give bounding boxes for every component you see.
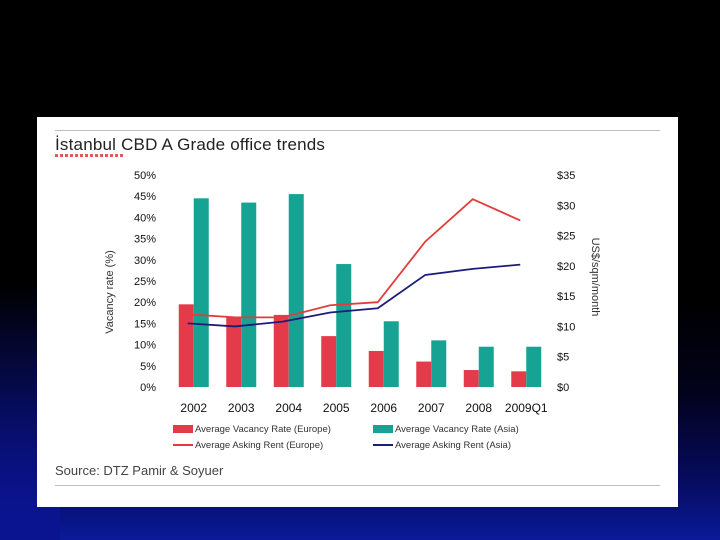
bar-asia: [241, 202, 257, 387]
left-axis-ticks: 0% 5% 10% 15% 20% 25% 30% 35% 40% 45% 50%: [134, 170, 156, 394]
chart-svg: 0%5%10%15%20%25%30%35%40%45%50% $0$5$10$…: [104, 170, 601, 451]
x-axis-ticks: 2002 2003 2004 2005 2006 2007 2008 2009Q1: [180, 401, 548, 415]
x-tick-label: 2007: [418, 401, 445, 415]
bar-europe: [273, 314, 289, 387]
left-tick-label: 25%: [134, 276, 156, 288]
left-tick-label: 50%: [134, 170, 156, 182]
right-tick-label: $15: [557, 291, 575, 303]
bar-asia: [336, 264, 352, 387]
bar-europe: [463, 370, 479, 387]
bar-asia: [288, 194, 304, 387]
bar-europe: [416, 361, 432, 387]
bar-europe: [226, 317, 242, 387]
right-tick-label: $35: [557, 170, 575, 182]
right-tick-label: $20: [557, 261, 575, 273]
legend-label: Average Vacancy Rate (Asia): [395, 424, 519, 435]
bar-asia: [478, 346, 494, 387]
bar-europe: [511, 371, 527, 387]
x-tick-label: 2006: [370, 401, 397, 415]
right-tick-label: $30: [557, 200, 575, 212]
legend-label: Average Asking Rent (Europe): [195, 440, 323, 451]
x-tick-label: 2003: [228, 401, 255, 415]
legend-label: Average Asking Rent (Asia): [395, 440, 511, 451]
spellcheck-underline: [55, 154, 123, 157]
legend-label: Average Vacancy Rate (Europe): [195, 424, 331, 435]
right-axis-label: US$/sqm/month: [589, 238, 601, 317]
left-tick-label: 5%: [140, 361, 156, 373]
x-tick-label: 2002: [180, 401, 207, 415]
left-tick-label: 40%: [134, 212, 156, 224]
bar-asia: [526, 346, 542, 387]
bar-europe: [178, 304, 194, 387]
x-tick-label: 2005: [323, 401, 350, 415]
right-axis-ticks: $0 $5 $10 $15 $20 $25 $30 $35: [557, 170, 575, 394]
bar-asia: [431, 340, 447, 387]
left-tick-label: 30%: [134, 255, 156, 267]
legend-swatch: [173, 425, 193, 433]
bar-asia: [383, 321, 399, 387]
left-axis-label: Vacancy rate (%): [104, 250, 116, 334]
legend: Average Vacancy Rate (Europe) Average Vac…: [173, 424, 519, 451]
x-tick-label: 2009Q1: [505, 401, 548, 415]
left-tick-label: 20%: [134, 297, 156, 309]
right-tick-label: $5: [557, 352, 569, 364]
right-tick-label: $10: [557, 321, 575, 333]
line-europe: [187, 198, 521, 319]
chart-card: İstanbul CBD A Grade office trends 0% 5% 1…: [37, 117, 678, 507]
source-note: Source: DTZ Pamir & Soyuer: [55, 463, 224, 478]
bar-europe: [368, 350, 384, 387]
right-tick-label: $25: [557, 231, 575, 243]
top-rule: [55, 130, 660, 131]
bar-series: [178, 194, 542, 387]
x-tick-label: 2004: [275, 401, 302, 415]
line-series: [187, 198, 521, 328]
left-tick-label: 10%: [134, 340, 156, 352]
bottom-rule: [55, 485, 660, 486]
left-tick-label: 15%: [134, 318, 156, 330]
bar-asia: [193, 198, 209, 387]
left-tick-label: 0%: [140, 382, 156, 394]
line-asia: [187, 263, 521, 328]
left-tick-label: 35%: [134, 234, 156, 246]
left-tick-label: 45%: [134, 191, 156, 203]
legend-swatch: [373, 425, 393, 433]
x-tick-label: 2008: [465, 401, 492, 415]
right-tick-label: $0: [557, 382, 569, 394]
bar-europe: [321, 336, 337, 387]
chart-title: İstanbul CBD A Grade office trends: [55, 135, 326, 154]
